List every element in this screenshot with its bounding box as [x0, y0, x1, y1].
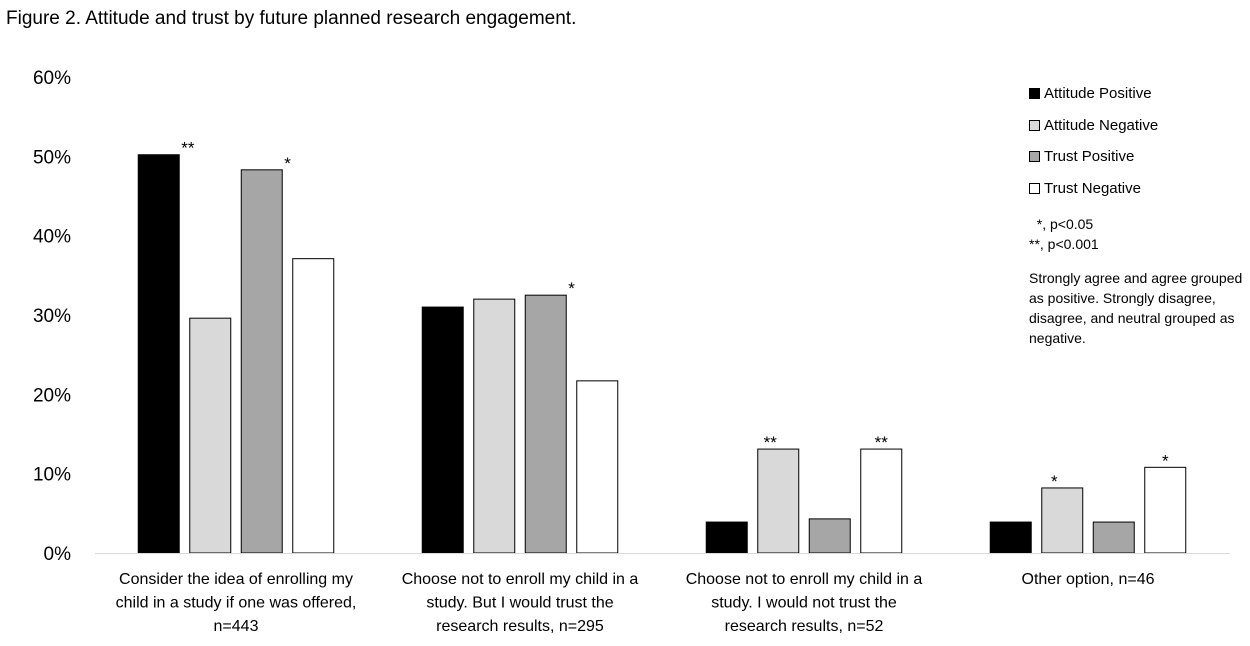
category-label-line: child in a study if one was offered, — [116, 595, 357, 612]
legend-label: Trust Negative — [1044, 179, 1141, 197]
bar-trust-negative — [860, 448, 903, 554]
category-label-line: research results, n=52 — [725, 618, 884, 635]
legend-swatch — [1029, 151, 1040, 163]
legend-item: Trust Positive — [1029, 141, 1244, 173]
category-label: Other option, n=46 — [1022, 571, 1155, 588]
bar-trust-negative — [576, 380, 619, 554]
legend-label: Attitude Positive — [1044, 85, 1152, 103]
category-label: Choose not to enroll my child in a study.… — [402, 571, 639, 635]
category-label-line: Choose not to enroll my child in a — [686, 571, 923, 588]
category-label-line: Consider the idea of enrolling my — [119, 571, 353, 588]
legend-label: Attitude Negative — [1044, 116, 1159, 134]
legend-label: Trust Positive — [1044, 148, 1135, 166]
bar-attitude-positive — [137, 154, 180, 554]
legend-item: Trust Negative — [1029, 173, 1244, 205]
legend-swatch — [1029, 182, 1040, 194]
y-tick-label: 30% — [33, 306, 71, 327]
significance-marker: ** — [764, 433, 778, 452]
bar-trust-negative — [1144, 466, 1187, 554]
significance-marker: ** — [181, 139, 195, 158]
bar-attitude-positive — [421, 306, 464, 554]
category-label-line: study. But I would trust the — [426, 595, 613, 612]
category-label-line: research results, n=295 — [436, 618, 604, 635]
legend-item: Attitude Negative — [1029, 110, 1244, 142]
significance-marker: * — [1051, 472, 1058, 491]
bar-attitude-negative — [1041, 487, 1084, 554]
significance-note-p005: *, p<0.05 — [1029, 216, 1094, 232]
significance-marker: * — [1162, 451, 1169, 470]
significance-notes: *, p<0.05 **, p<0.001 — [1029, 214, 1099, 254]
bar-trust-positive — [240, 169, 283, 554]
y-tick-label: 40% — [33, 227, 71, 248]
y-tick-label: 10% — [33, 465, 71, 486]
y-tick-label: 60% — [33, 68, 71, 89]
y-tick-label: 50% — [33, 147, 71, 168]
legend-swatch — [1029, 119, 1040, 131]
significance-marker: ** — [875, 433, 889, 452]
bar-trust-positive — [524, 294, 567, 554]
legend-item: Attitude Positive — [1029, 78, 1244, 110]
legend: Attitude Positive Attitude Negative Trust … — [1029, 78, 1244, 204]
category-label: Consider the idea of enrolling my child i… — [116, 571, 357, 635]
figure-title: Figure 2. Attitude and trust by future p… — [6, 8, 577, 29]
significance-marker: * — [284, 154, 291, 173]
category-label-line: Choose not to enroll my child in a — [402, 571, 639, 588]
category-label-line: study. I would not trust the — [711, 595, 897, 612]
significance-marker: * — [568, 279, 575, 298]
y-tick-label: 0% — [44, 544, 72, 565]
bar-trust-positive — [1092, 521, 1135, 554]
category-label: Choose not to enroll my child in a study.… — [686, 571, 923, 635]
y-tick-label: 20% — [33, 385, 71, 406]
bar-attitude-negative — [473, 298, 516, 554]
bar-trust-positive — [808, 518, 851, 554]
bar-attitude-negative — [757, 448, 800, 554]
grouping-note: Strongly agree and agree grouped as posi… — [1029, 270, 1243, 346]
bar-attitude-negative — [189, 317, 232, 554]
bar-attitude-positive — [989, 521, 1032, 554]
legend-swatch — [1029, 88, 1040, 100]
bar-attitude-positive — [705, 521, 748, 554]
category-label-line: n=443 — [214, 618, 259, 635]
significance-note-p0001: **, p<0.001 — [1029, 236, 1099, 252]
category-label-line: Other option, n=46 — [1022, 571, 1155, 588]
bar-trust-negative — [292, 258, 335, 554]
